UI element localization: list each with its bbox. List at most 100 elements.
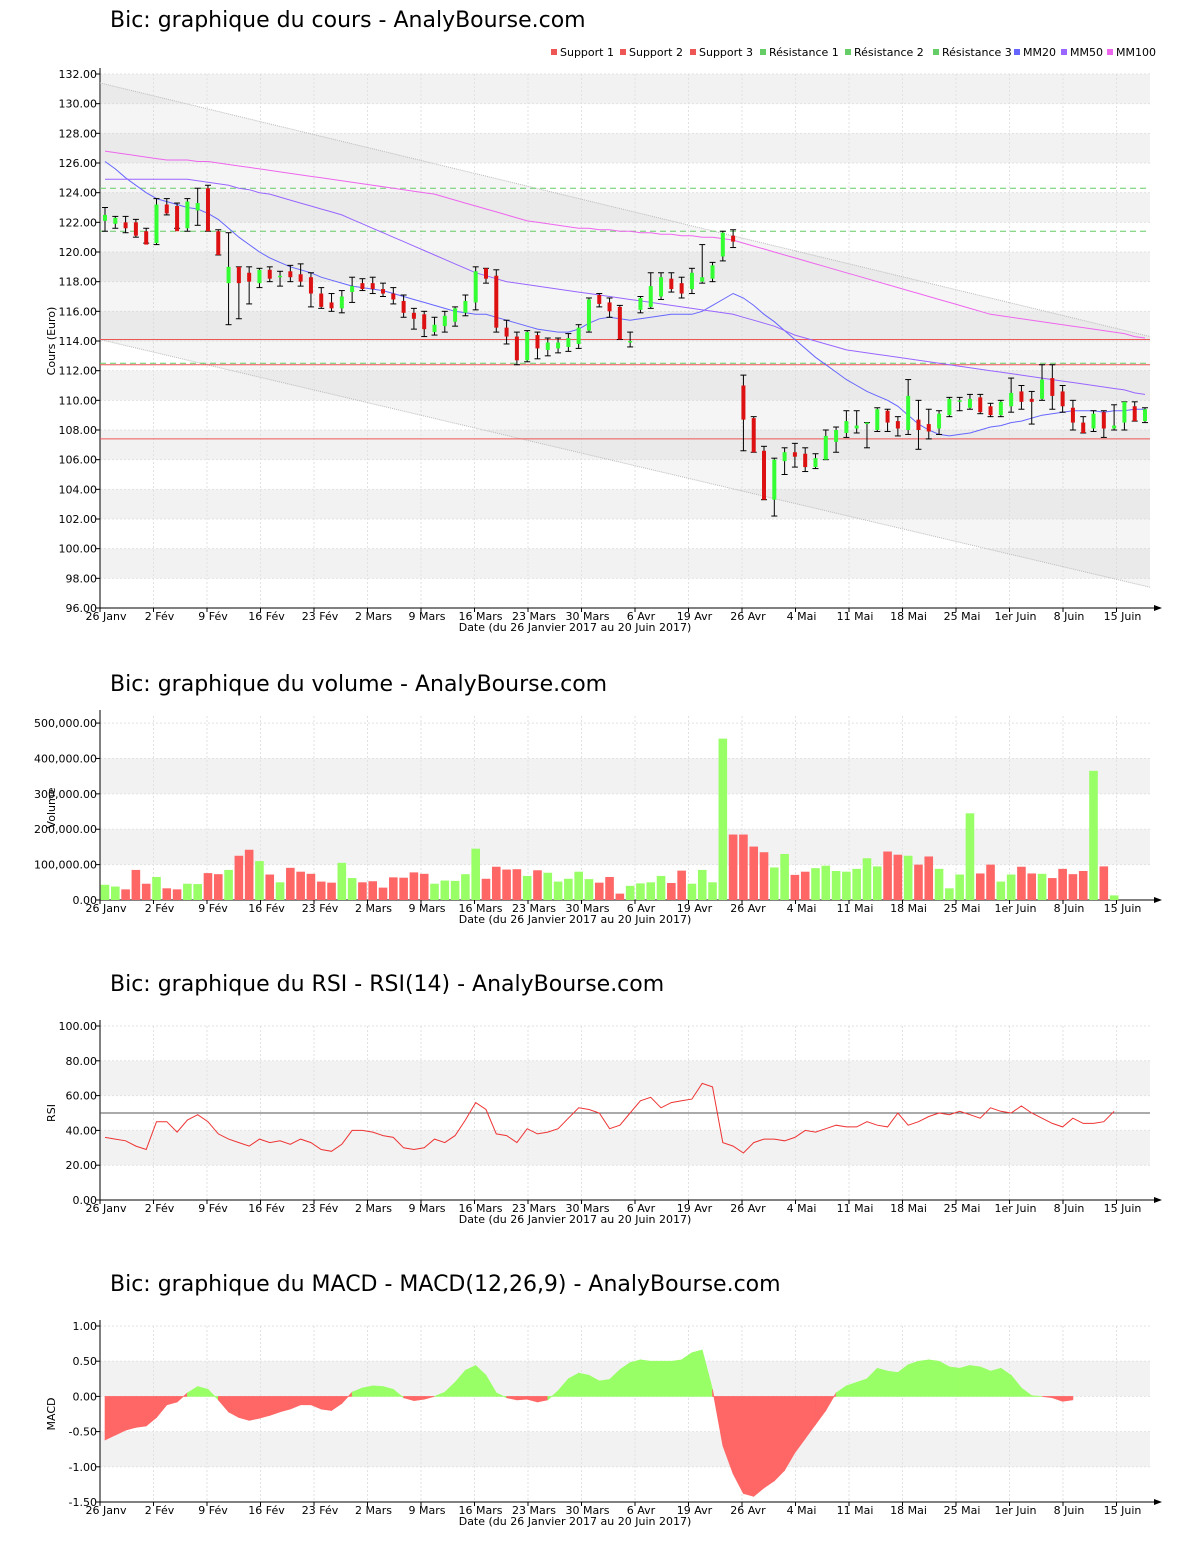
volume-bar [543, 872, 553, 900]
macd-area [774, 1396, 785, 1482]
volume-bar [1006, 874, 1016, 900]
candle-body [453, 308, 458, 322]
volume-bar [296, 871, 305, 900]
y-tick-label: 122.00 [59, 216, 98, 229]
x-tick-label: 6 Avr [627, 1202, 656, 1215]
y-tick-label: 0.00 [73, 894, 98, 907]
macd-area [403, 1396, 415, 1402]
legend-swatch [1107, 49, 1113, 55]
candle-body [679, 283, 684, 294]
y-tick-label: 98.00 [66, 572, 98, 585]
y-tick-label: 126.00 [59, 157, 98, 170]
x-tick-label: 9 Mars [409, 610, 446, 623]
price-chart: 96.00 98.00 100.00 102.00 104.00 106.00 108.00… [45, 46, 1162, 634]
x-tick-label: 25 Mai [944, 610, 981, 623]
candle-body [844, 421, 849, 433]
x-tick-label: 19 Avr [677, 1504, 713, 1517]
macd-area [166, 1396, 178, 1406]
candle-body [1009, 392, 1014, 407]
candle-body [1040, 379, 1045, 399]
volume-bar [646, 882, 656, 900]
candle-body [1029, 398, 1034, 402]
volume-bar [842, 871, 851, 900]
candle-body [875, 409, 880, 430]
x-axis-arrow [1154, 1499, 1162, 1505]
candle-body [720, 232, 725, 257]
candle-body [185, 201, 190, 229]
candle-body [731, 235, 736, 242]
candle-body [885, 410, 890, 423]
x-tick-label: 16 Mars [459, 610, 503, 623]
candle-body [1112, 425, 1117, 429]
x-tick-label: 23 Fév [302, 902, 339, 915]
y-tick-label: 130.00 [59, 98, 98, 111]
legend-label: MM50 [1070, 46, 1103, 59]
legend-swatch [933, 49, 939, 55]
candle-body [483, 268, 488, 279]
y-axis-label: Cours (Euro) [45, 307, 58, 376]
rsi-panel: Bic: graphique du RSI - RSI(14) - AnalyB… [0, 972, 1200, 1237]
volume-bar [141, 883, 151, 900]
candle-body [205, 188, 210, 232]
macd-area [671, 1359, 682, 1397]
candle-body [494, 275, 499, 328]
volume-bar [512, 869, 522, 900]
macd-area [372, 1385, 384, 1397]
volume-bar [389, 877, 398, 900]
x-axis-arrow [1154, 897, 1162, 903]
macd-area [156, 1396, 168, 1419]
y-tick-label: 200,000.00 [34, 823, 97, 836]
legend-swatch [1061, 49, 1067, 55]
band [100, 1431, 1150, 1467]
volume-bar [872, 866, 882, 900]
y-tick-label: 124.00 [59, 187, 98, 200]
volume-bar [625, 885, 635, 900]
candle-body [906, 395, 911, 430]
rsi-chart: 0.00 20.00 40.00 60.00 80.00 100.00 26 Janv 2 F… [45, 1020, 1162, 1226]
y-tick-label: 0.50 [73, 1355, 98, 1368]
x-tick-label: 18 Mai [890, 1202, 927, 1215]
x-tick-label: 9 Mars [409, 1504, 446, 1517]
x-tick-label: 16 Mars [459, 1202, 503, 1215]
x-tick-label: 26 Avr [730, 1202, 766, 1215]
candle-body [916, 419, 921, 430]
volume-bar [1037, 873, 1047, 900]
candle-body [597, 295, 602, 304]
x-tick-label: 4 Mai [787, 1202, 817, 1215]
x-tick-label: 16 Fév [248, 1504, 285, 1517]
macd-area [907, 1360, 919, 1397]
x-tick-label: 18 Mai [890, 1504, 927, 1517]
candle-body [195, 203, 200, 211]
x-tick-label: 19 Avr [677, 610, 713, 623]
macd-area [259, 1396, 271, 1419]
volume-bar [450, 880, 460, 900]
x-tick-label: 23 Fév [302, 1202, 339, 1215]
macd-area [506, 1396, 518, 1401]
y-tick-label: 40.00 [66, 1124, 98, 1137]
y-tick-label: 20.00 [66, 1159, 98, 1172]
candle-body [1143, 409, 1147, 422]
macd-area [691, 1349, 703, 1397]
macd-area [1031, 1395, 1043, 1397]
candle-body [823, 435, 828, 460]
macd-area [413, 1396, 425, 1401]
volume-bar [780, 854, 789, 900]
x-tick-label: 2 Mars [355, 610, 392, 623]
legend-label: Support 2 [629, 46, 683, 59]
candle-body [401, 300, 406, 313]
macd-area [290, 1396, 301, 1410]
x-axis-label: Date (du 26 Janvier 2017 au 20 Juin 2017… [459, 1515, 692, 1528]
volume-bar [831, 870, 841, 900]
y-tick-label: 108.00 [59, 424, 98, 437]
candle-body [648, 286, 653, 307]
x-tick-label: 8 Juin [1054, 1202, 1085, 1215]
macd-area [629, 1359, 641, 1397]
x-tick-label: 2 Mars [355, 1202, 392, 1215]
volume-bar [286, 867, 295, 900]
volume-bar [440, 880, 450, 900]
band [100, 430, 1150, 460]
y-axis-label: Volume [45, 787, 58, 828]
volume-bar [203, 873, 213, 900]
x-tick-label: 2 Fév [145, 1202, 175, 1215]
x-tick-label: 19 Avr [677, 902, 713, 915]
